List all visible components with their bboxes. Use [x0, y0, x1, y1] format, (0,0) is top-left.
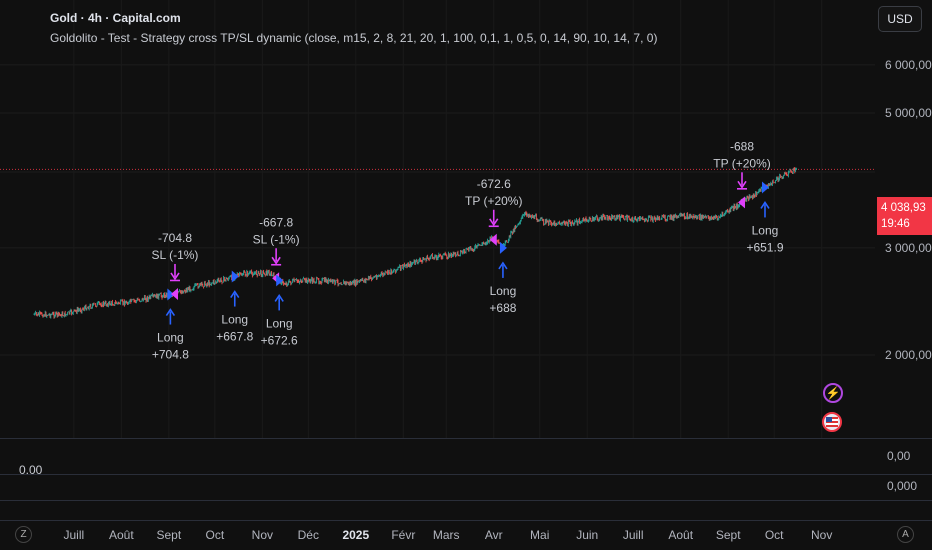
oscillator-axis-label: 0,000 [887, 479, 917, 493]
entry-label: Long [752, 223, 779, 237]
exit-label: -688 [730, 139, 754, 153]
us-flag-icon[interactable] [822, 412, 842, 432]
y-tick-label: 2 000,00 [885, 348, 932, 362]
strategy-legend[interactable]: Goldolito - Test - Strategy cross TP/SL … [50, 31, 658, 45]
x-tick-label: Févr [391, 528, 415, 542]
entry-label: +688 [489, 301, 516, 315]
x-tick-label: Août [668, 528, 693, 542]
lightning-icon[interactable]: ⚡ [823, 383, 843, 403]
entry-marker [167, 288, 175, 301]
entry-label: Long [266, 316, 293, 330]
y-tick-label: 5 000,00 [885, 106, 932, 120]
exit-marker [170, 287, 178, 300]
exit-label: -704.8 [158, 231, 192, 245]
exit-label: SL (-1%) [152, 248, 199, 262]
symbol-title[interactable]: Gold · 4h · Capital.com [50, 11, 181, 25]
auto-scale-button[interactable]: A [897, 526, 914, 543]
entry-arrow-head [498, 261, 508, 270]
exit-marker [489, 233, 497, 246]
exit-label: -667.8 [259, 215, 293, 229]
oscillator-value: 0.00 [19, 463, 43, 477]
oscillator-axis-label: 0,00 [887, 449, 911, 463]
x-tick-label: Sept [716, 528, 741, 542]
currency-button[interactable]: USD [878, 6, 922, 32]
entry-label: +651.9 [746, 240, 783, 254]
x-tick-label: Sept [157, 528, 182, 542]
entry-label: +667.8 [216, 330, 253, 344]
x-tick-label: Nov [252, 528, 273, 542]
x-tick-label: Oct [205, 528, 224, 542]
x-tick-label: Nov [811, 528, 832, 542]
entry-marker [761, 181, 769, 194]
exit-marker [738, 196, 745, 209]
x-tick-label: Déc [298, 528, 319, 542]
entry-label: Long [221, 313, 248, 327]
x-tick-label: Mars [433, 528, 460, 542]
x-tick-label: Avr [485, 528, 503, 542]
bar-countdown: 19:46 [881, 218, 910, 230]
zoom-reset-button[interactable]: Z [15, 526, 32, 543]
entry-arrow-head [165, 308, 176, 316]
x-tick-label: 2025 [342, 528, 369, 542]
x-tick-label: Juin [576, 528, 598, 542]
entry-arrow-head [760, 201, 770, 209]
x-tick-label: Juill [64, 528, 85, 542]
y-tick-label: 6 000,00 [885, 58, 932, 72]
entry-label: Long [490, 284, 517, 298]
exit-arrow-head [271, 256, 281, 265]
x-tick-label: Mai [530, 528, 549, 542]
exit-arrow-head [737, 180, 747, 189]
entry-marker [276, 274, 284, 287]
exit-arrow-head [170, 272, 180, 281]
exit-label: SL (-1%) [253, 232, 300, 246]
y-tick-label: 3 000,00 [885, 241, 932, 255]
x-tick-label: Juill [623, 528, 644, 542]
x-tick-label: Août [109, 528, 134, 542]
exit-arrow-head [489, 218, 499, 227]
entry-marker [231, 270, 239, 283]
entry-marker [499, 241, 507, 254]
entry-label: +672.6 [261, 333, 298, 347]
last-price-value: 4 038,93 [881, 202, 926, 214]
entry-label: Long [157, 331, 184, 345]
entry-label: +704.8 [152, 348, 189, 362]
entry-arrow-head [230, 290, 240, 298]
exit-label: -672.6 [477, 177, 511, 191]
exit-label: TP (+20%) [713, 156, 770, 170]
last-price-tag: 4 038,93 19:46 [877, 197, 932, 235]
entry-arrow-head [274, 293, 284, 302]
x-tick-label: Oct [765, 528, 784, 542]
exit-label: TP (+20%) [465, 194, 522, 208]
